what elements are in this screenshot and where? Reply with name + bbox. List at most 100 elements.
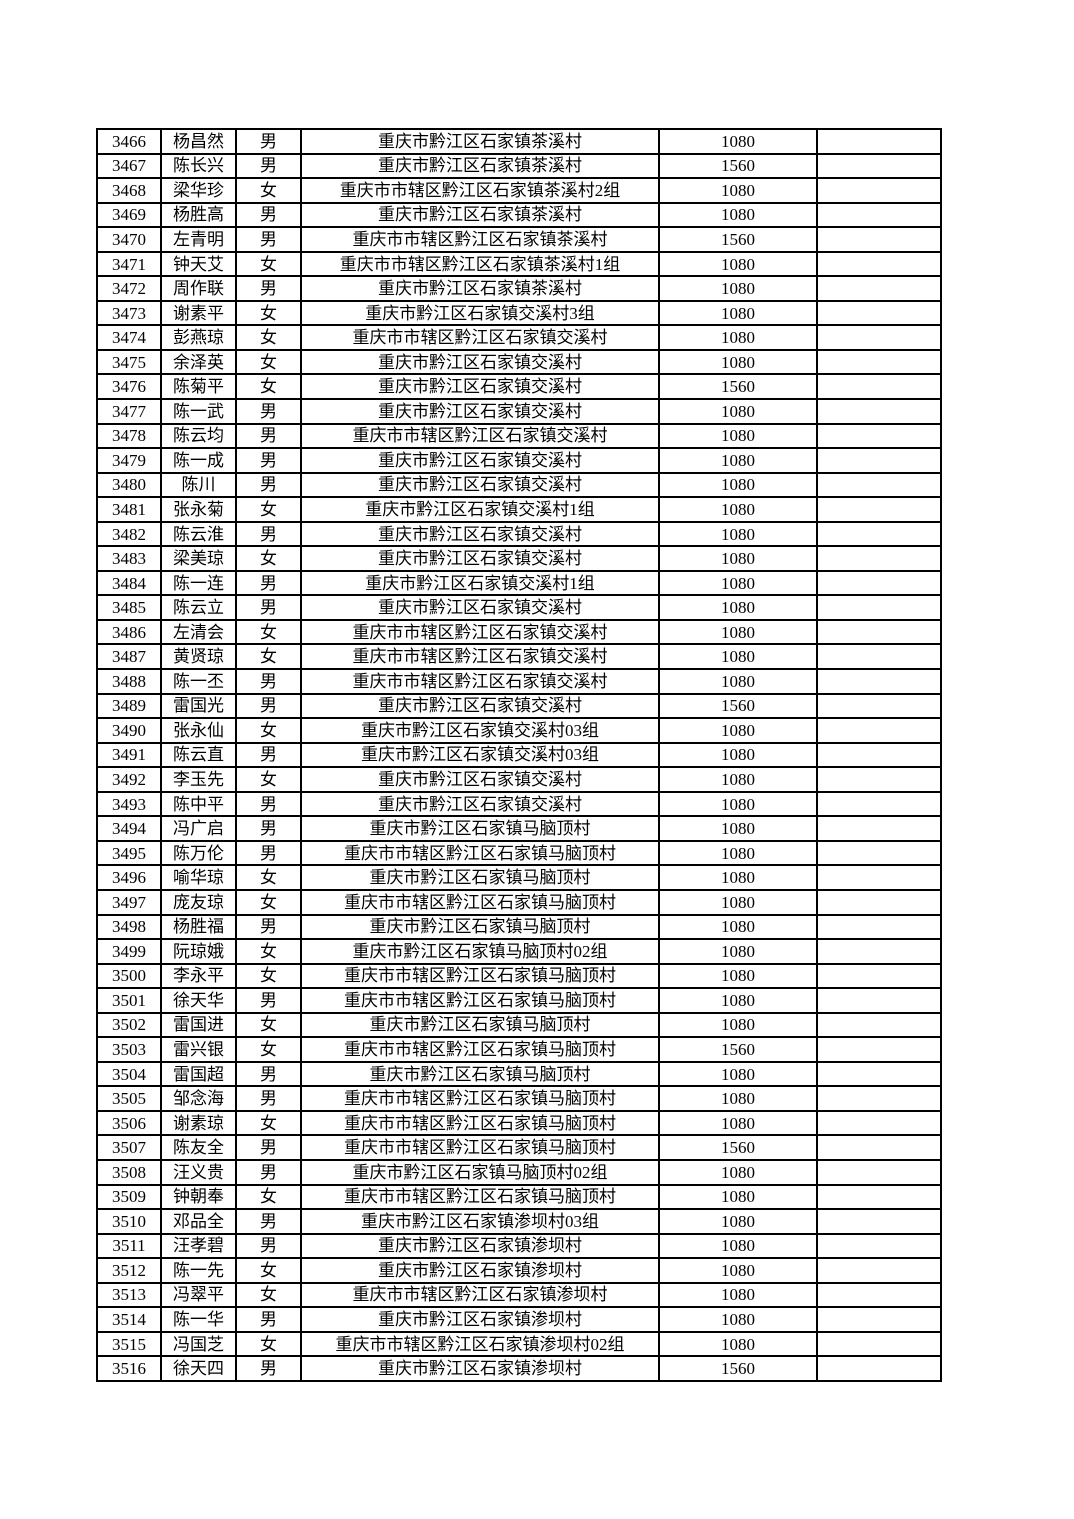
- cell-address: 重庆市黔江区石家镇交溪村1组: [300, 496, 660, 523]
- table-row: 3510 邓品全男重庆市黔江区石家镇渗坝村03组 1080: [96, 1208, 942, 1235]
- cell-amount: 1080: [658, 1158, 818, 1186]
- cell-gender: 男: [235, 275, 302, 302]
- cell-name: 陈万伦: [160, 839, 237, 867]
- cell-amount: 1080: [658, 1060, 818, 1088]
- table-row: 3488 陈一丕男重庆市市辖区黔江区石家镇交溪村 1080: [96, 668, 942, 695]
- cell-address: 重庆市黔江区石家镇交溪村: [300, 398, 660, 425]
- cell-name: 雷国光: [160, 692, 237, 720]
- cell-address: 重庆市黔江区石家镇交溪村: [300, 373, 660, 400]
- cell-gender: 女: [235, 1109, 302, 1137]
- cell-id: 3508: [96, 1158, 162, 1186]
- cell-address: 重庆市黔江区石家镇马脑顶村02组: [300, 1158, 660, 1186]
- cell-id: 3478: [96, 422, 162, 450]
- cell-note: [816, 520, 942, 548]
- table-row: 3511 汪孝碧男重庆市黔江区石家镇渗坝村 1080: [96, 1232, 942, 1260]
- cell-gender: 男: [235, 520, 302, 548]
- cell-address: 重庆市黔江区石家镇茶溪村: [300, 275, 660, 302]
- cell-name: 李永平: [160, 962, 237, 990]
- cell-id: 3496: [96, 864, 162, 891]
- cell-amount: 1080: [658, 545, 818, 572]
- cell-amount: 1080: [658, 1232, 818, 1260]
- table-row: 3501 徐天华男重庆市市辖区黔江区石家镇马脑顶村 1080: [96, 987, 942, 1014]
- cell-gender: 男: [235, 1060, 302, 1088]
- cell-amount: 1080: [658, 275, 818, 302]
- cell-name: 黄贤琼: [160, 643, 237, 671]
- cell-gender: 男: [235, 741, 302, 769]
- cell-amount: 1560: [658, 1036, 818, 1063]
- cell-name: 李玉先: [160, 766, 237, 793]
- cell-address: 重庆市黔江区石家镇交溪村: [300, 790, 660, 818]
- table-row: 3515 冯国芝女重庆市市辖区黔江区石家镇渗坝村02组 1080: [96, 1330, 942, 1358]
- cell-note: [816, 471, 942, 499]
- cell-gender: 男: [235, 668, 302, 695]
- table-row: 3466 杨昌然男重庆市黔江区石家镇茶溪村 1080: [96, 128, 942, 155]
- sheet: 3466 杨昌然男重庆市黔江区石家镇茶溪村 1080 3467 陈长兴男重庆市黔江区石家…: [96, 128, 942, 1382]
- table-row: 3486 左清会女重庆市市辖区黔江区石家镇交溪村 1080: [96, 618, 942, 646]
- cell-address: 重庆市黔江区石家镇马脑顶村: [300, 913, 660, 941]
- cell-address: 重庆市黔江区石家镇交溪村: [300, 520, 660, 548]
- cell-address: 重庆市市辖区黔江区石家镇交溪村: [300, 422, 660, 450]
- cell-note: [816, 128, 942, 155]
- cell-address: 重庆市黔江区石家镇交溪村: [300, 471, 660, 499]
- cell-id: 3497: [96, 888, 162, 916]
- cell-amount: 1080: [658, 766, 818, 793]
- cell-name: 钟朝奉: [160, 1183, 237, 1211]
- cell-gender: 男: [235, 152, 302, 180]
- cell-gender: 女: [235, 324, 302, 351]
- cell-amount: 1080: [658, 618, 818, 646]
- cell-note: [816, 717, 942, 744]
- cell-note: [816, 398, 942, 425]
- table-row: 3502 雷国进女重庆市黔江区石家镇马脑顶村 1080: [96, 1011, 942, 1039]
- cell-id: 3502: [96, 1011, 162, 1039]
- cell-note: [816, 152, 942, 180]
- cell-id: 3472: [96, 275, 162, 302]
- cell-amount: 1080: [658, 962, 818, 990]
- cell-note: [816, 741, 942, 769]
- cell-address: 重庆市市辖区黔江区石家镇马脑顶村: [300, 1183, 660, 1211]
- cell-gender: 男: [235, 471, 302, 499]
- cell-id: 3491: [96, 741, 162, 769]
- beneficiary-table: 3466 杨昌然男重庆市黔江区石家镇茶溪村 1080 3467 陈长兴男重庆市黔江区石家…: [96, 128, 942, 1382]
- cell-id: 3500: [96, 962, 162, 990]
- cell-address: 重庆市黔江区石家镇交溪村: [300, 447, 660, 474]
- cell-name: 陈一连: [160, 569, 237, 597]
- cell-gender: 女: [235, 1281, 302, 1309]
- cell-id: 3493: [96, 790, 162, 818]
- cell-note: [816, 1330, 942, 1358]
- cell-amount: 1080: [658, 1281, 818, 1309]
- cell-gender: 女: [235, 250, 302, 278]
- cell-address: 重庆市市辖区黔江区石家镇交溪村: [300, 643, 660, 671]
- cell-name: 陈一先: [160, 1257, 237, 1284]
- cell-note: [816, 177, 942, 204]
- cell-address: 重庆市市辖区黔江区石家镇马脑顶村: [300, 962, 660, 990]
- table-row: 3473 谢素平女重庆市黔江区石家镇交溪村3组 1080: [96, 299, 942, 327]
- cell-name: 梁华珍: [160, 177, 237, 204]
- cell-id: 3471: [96, 250, 162, 278]
- cell-name: 邓品全: [160, 1208, 237, 1235]
- cell-note: [816, 1109, 942, 1137]
- cell-address: 重庆市市辖区黔江区石家镇马脑顶村: [300, 888, 660, 916]
- cell-id: 3479: [96, 447, 162, 474]
- cell-name: 陈云淮: [160, 520, 237, 548]
- cell-gender: 男: [235, 447, 302, 474]
- cell-name: 陈一成: [160, 447, 237, 474]
- cell-note: [816, 1232, 942, 1260]
- cell-gender: 女: [235, 1036, 302, 1063]
- cell-name: 彭燕琼: [160, 324, 237, 351]
- table-row: 3495 陈万伦男重庆市市辖区黔江区石家镇马脑顶村 1080: [96, 839, 942, 867]
- cell-address: 重庆市市辖区黔江区石家镇茶溪村2组: [300, 177, 660, 204]
- cell-gender: 男: [235, 839, 302, 867]
- table-row: 3508 汪义贵男重庆市黔江区石家镇马脑顶村02组 1080: [96, 1158, 942, 1186]
- cell-id: 3514: [96, 1306, 162, 1333]
- cell-gender: 女: [235, 348, 302, 376]
- cell-name: 张永菊: [160, 496, 237, 523]
- table-row: 3474 彭燕琼女重庆市市辖区黔江区石家镇交溪村 1080: [96, 324, 942, 351]
- cell-gender: 男: [235, 1208, 302, 1235]
- cell-amount: 1560: [658, 373, 818, 400]
- cell-note: [816, 299, 942, 327]
- cell-id: 3482: [96, 520, 162, 548]
- cell-name: 陈云直: [160, 741, 237, 769]
- cell-id: 3492: [96, 766, 162, 793]
- table-row: 3491 陈云直男重庆市黔江区石家镇交溪村03组 1080: [96, 741, 942, 769]
- cell-note: [816, 1257, 942, 1284]
